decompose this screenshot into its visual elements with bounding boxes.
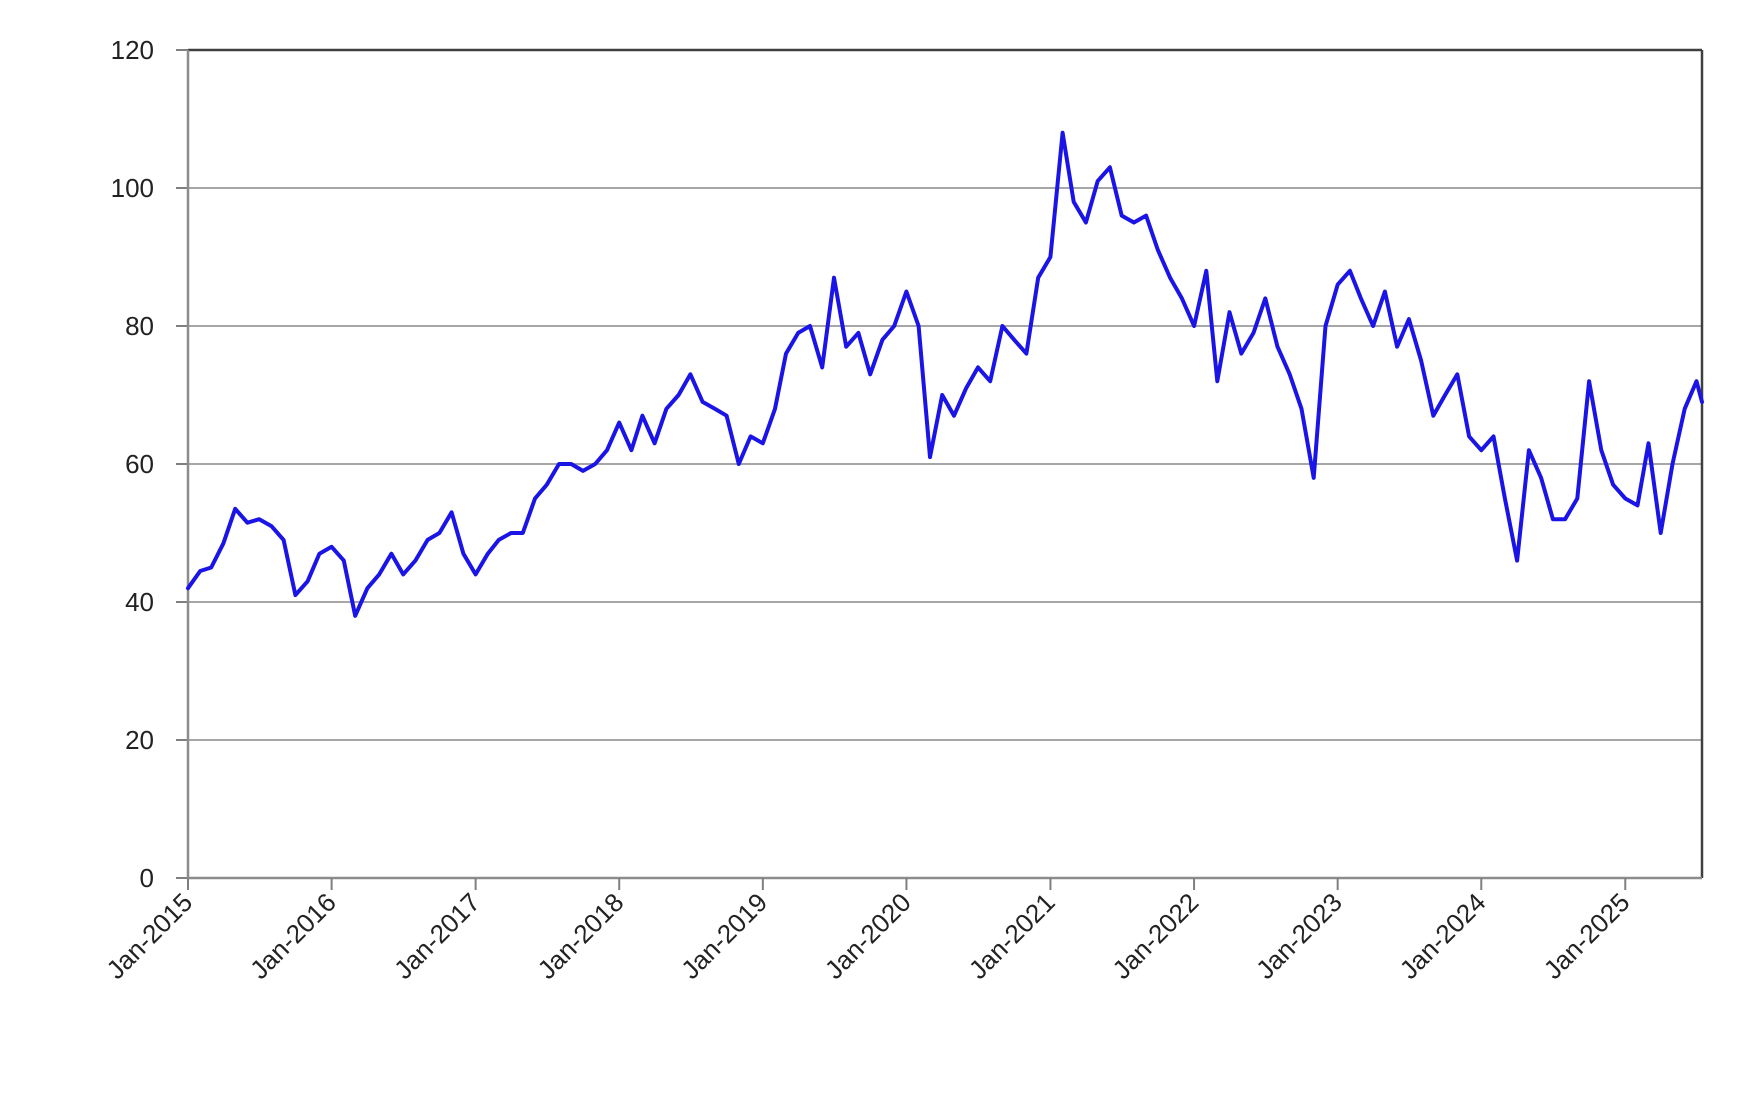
series-line-0 [186,130,1704,618]
y-tick-label: 80 [125,311,154,341]
y-tick-label: 20 [125,725,154,755]
y-tick-label: 0 [140,863,154,893]
y-tick-label: 40 [125,587,154,617]
y-tick-label: 100 [111,173,154,203]
y-tick-label: 120 [111,35,154,65]
series-layer [186,130,1704,618]
y-tick-label: 60 [125,449,154,479]
axes [176,48,1704,890]
y-axis-tick-labels: 0 20 40 60 80 100 120 [111,35,154,893]
